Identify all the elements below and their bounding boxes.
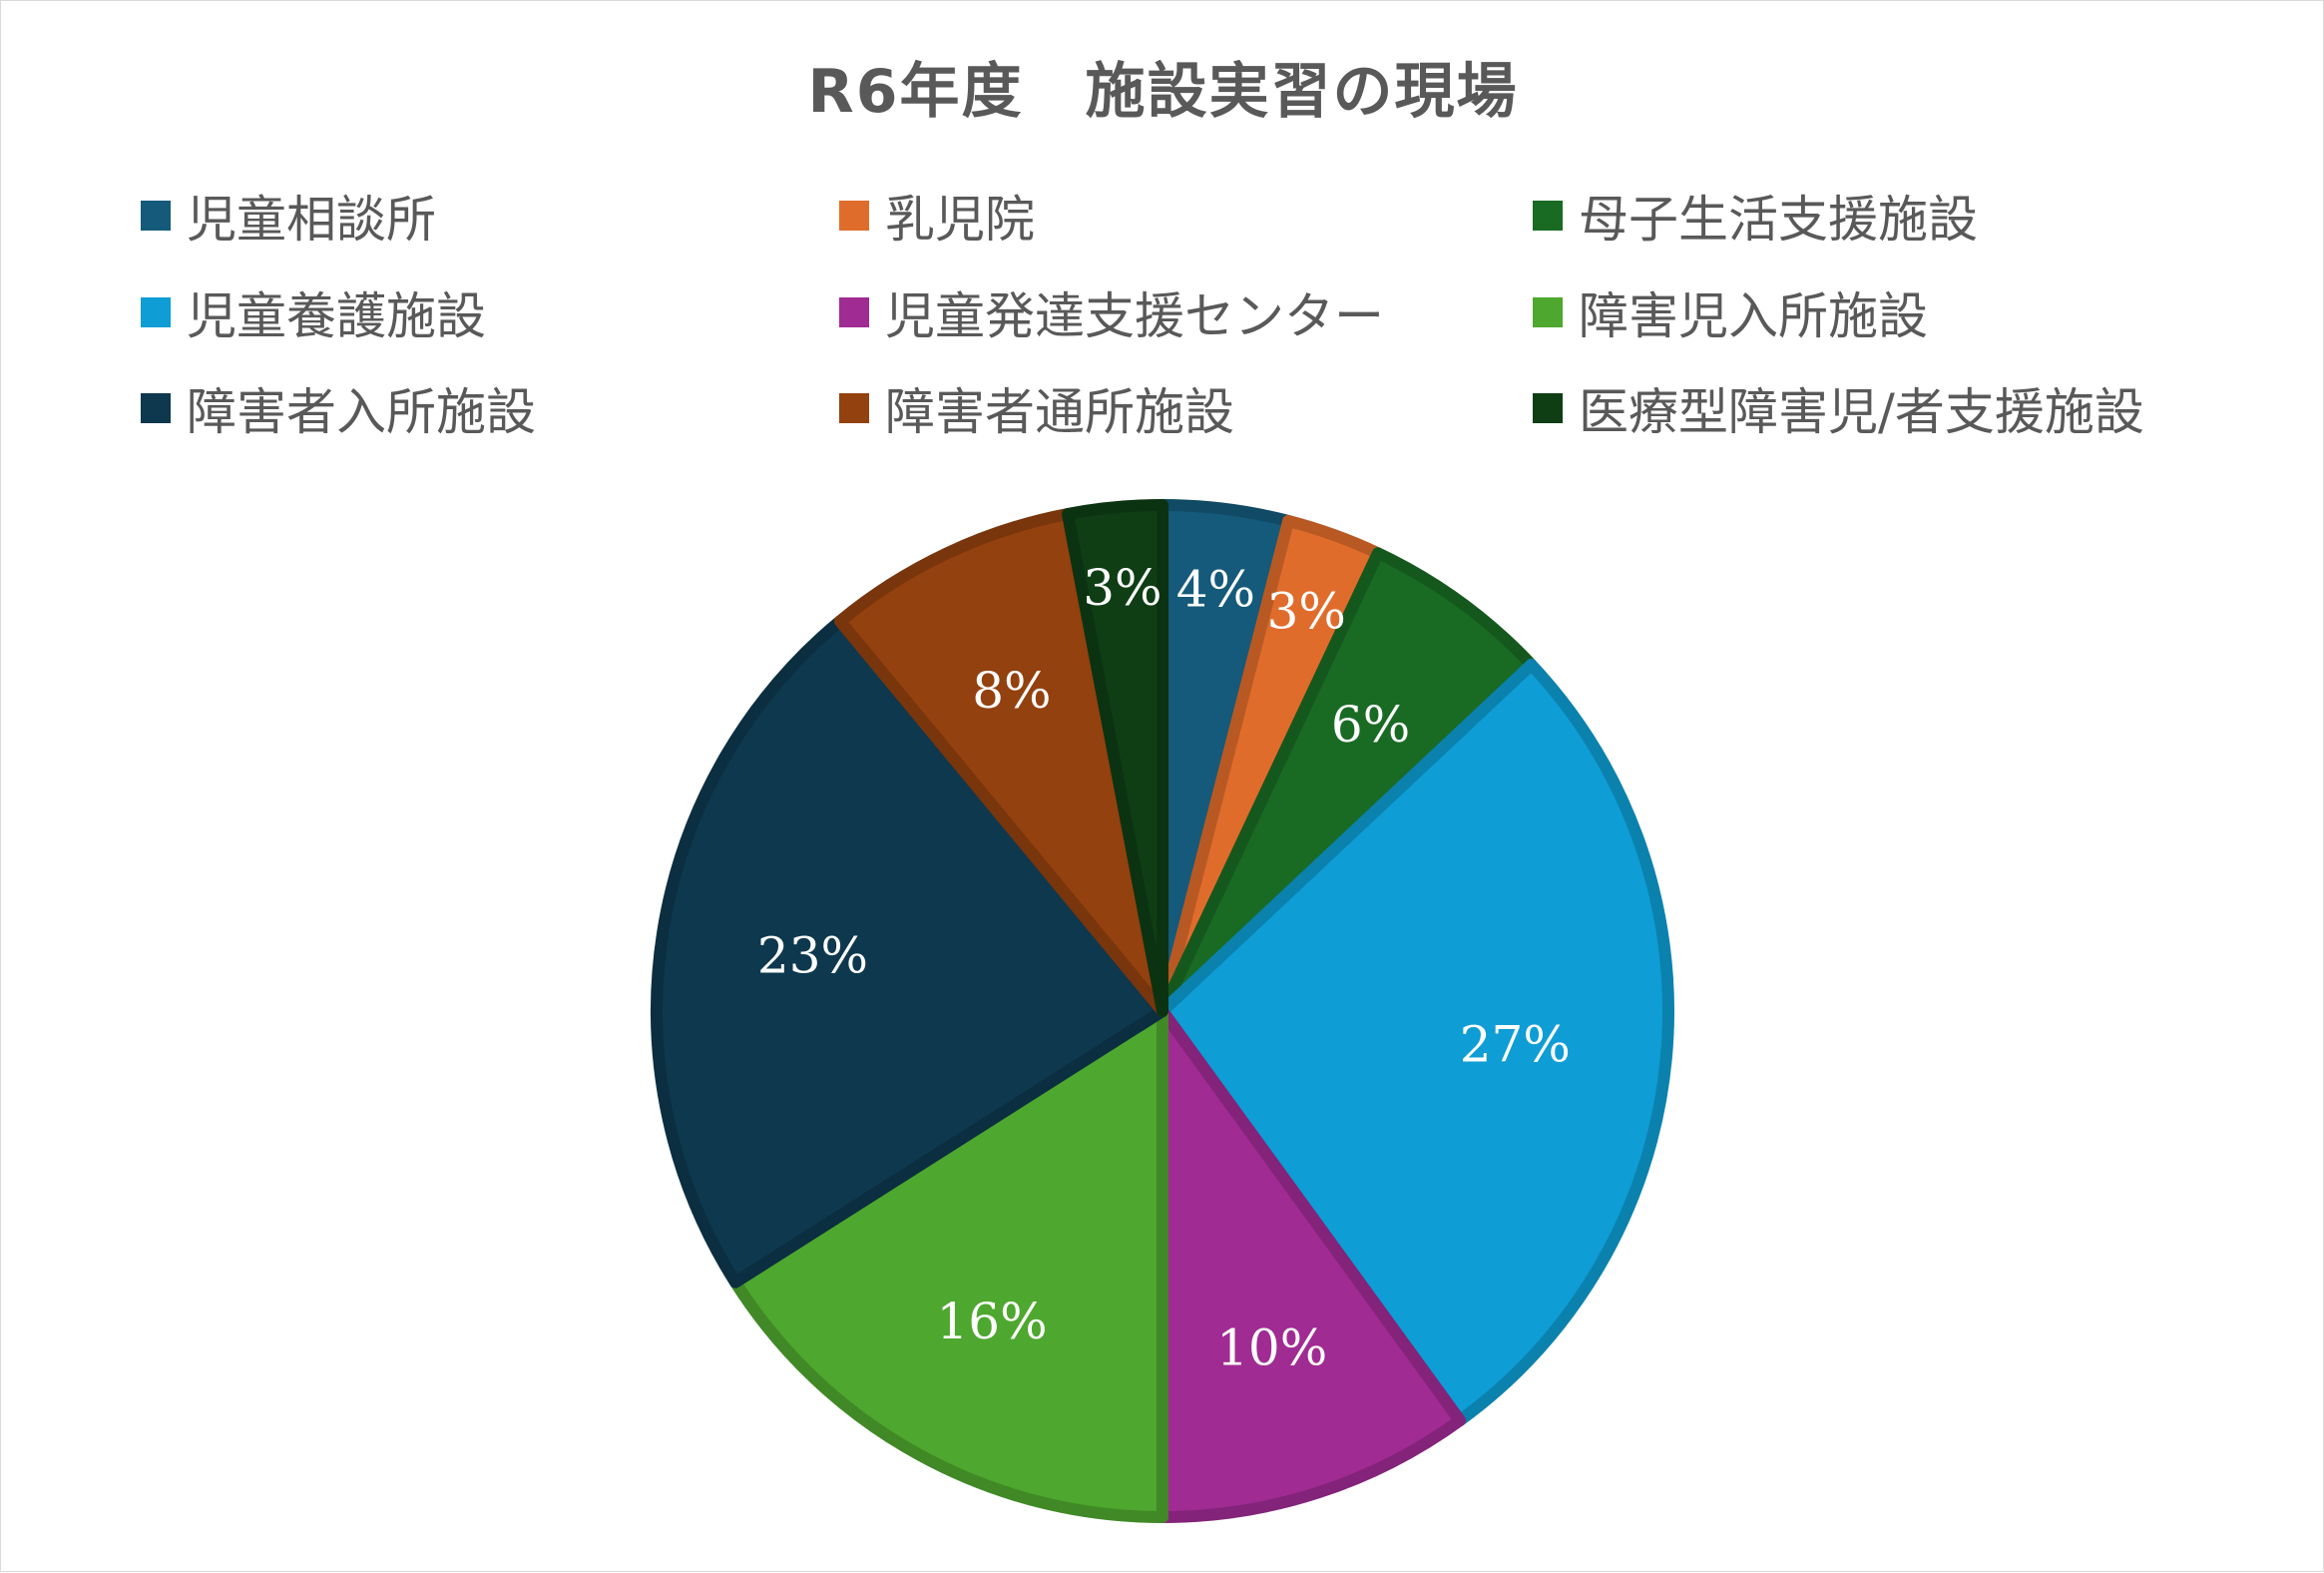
slice-label: 3% <box>1267 582 1346 640</box>
legend-swatch <box>141 201 171 231</box>
legend-label: 障害児入所施設 <box>1579 287 1928 345</box>
legend-swatch <box>839 297 869 327</box>
legend-item: 母子生活支援施設 <box>1533 176 1978 256</box>
slice-label: 4% <box>1176 560 1255 618</box>
pie-slice <box>833 507 1168 1017</box>
pie-slice <box>651 615 1168 1289</box>
legend-item: 乳児院 <box>839 176 1035 256</box>
pie-slice <box>728 1005 1168 1523</box>
legend-item: 障害者入所施設 <box>141 368 536 448</box>
pie-slice <box>1157 1005 1467 1523</box>
legend-label: 児童発達支援センター <box>885 287 1384 345</box>
legend-label: 医療型障害児/者支援施設 <box>1579 383 2144 441</box>
legend-label: 乳児院 <box>885 191 1035 249</box>
legend-label: 障害者通所施設 <box>885 383 1234 441</box>
pie-slice <box>1062 499 1168 1017</box>
legend-item: 医療型障害児/者支援施設 <box>1533 368 2144 448</box>
legend-item: 児童発達支援センター <box>839 272 1384 352</box>
legend-swatch <box>1533 393 1563 423</box>
legend-swatch <box>141 393 171 423</box>
legend-label: 母子生活支援施設 <box>1579 191 1978 249</box>
legend-swatch <box>1533 201 1563 231</box>
slice-label: 10% <box>1216 1319 1327 1377</box>
slice-label: 3% <box>1083 559 1162 617</box>
slice-label: 8% <box>972 662 1051 720</box>
chart-title: R6年度 施設実習の現場 <box>807 57 1519 127</box>
slice-label: 6% <box>1331 696 1410 754</box>
slice-label: 23% <box>757 926 868 984</box>
slice-label: 27% <box>1460 1015 1571 1073</box>
pie-slice <box>1157 547 1538 1017</box>
legend-swatch <box>1533 297 1563 327</box>
legend-item: 児童養護施設 <box>141 272 486 352</box>
legend-item: 障害者通所施設 <box>839 368 1234 448</box>
legend-label: 児童養護施設 <box>187 287 486 345</box>
legend: 児童相談所 乳児院 母子生活支援施設児童養護施設 児童発達支援センター 障害児入所施設障… <box>141 176 2286 445</box>
legend-label: 障害者入所施設 <box>187 383 536 441</box>
legend-item: 障害児入所施設 <box>1533 272 1928 352</box>
legend-swatch <box>839 393 869 423</box>
pie-slice <box>1157 658 1674 1427</box>
slice-label: 16% <box>936 1293 1047 1350</box>
legend-swatch <box>141 297 171 327</box>
legend-item: 児童相談所 <box>141 176 436 256</box>
legend-label: 児童相談所 <box>187 191 436 249</box>
legend-swatch <box>839 201 869 231</box>
